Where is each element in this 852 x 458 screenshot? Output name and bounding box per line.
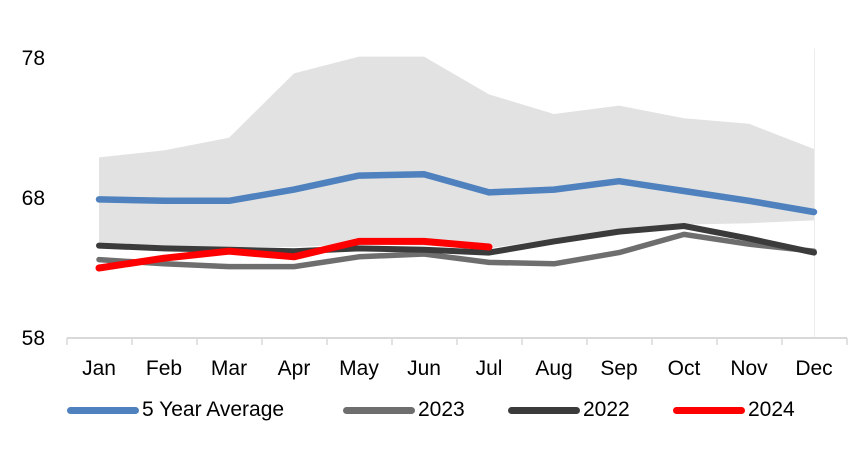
x-tick-label: May [339, 357, 379, 380]
x-tick-label: Jun [407, 357, 441, 380]
legend-swatch-5-year-average [67, 406, 139, 414]
legend-item-2022: 2022 [508, 398, 630, 422]
x-axis-labels: Jan Feb Mar Apr May Jun Jul Aug Sep Oct Nov Dec [82, 357, 833, 380]
x-tick-label: Dec [795, 357, 832, 380]
x-tick-label: Mar [211, 357, 247, 380]
y-tick-label: 58 [22, 327, 45, 350]
legend-label-2024: 2024 [748, 398, 795, 421]
five-year-range-band [99, 56, 814, 249]
legend-label-5-year-average: 5 Year Average [142, 398, 285, 421]
x-tick-label: Feb [146, 357, 182, 380]
x-tick-label: Apr [278, 357, 311, 380]
legend-swatch-2022 [508, 406, 580, 414]
x-tick-label: Nov [730, 357, 768, 380]
series-line-2023 [96, 231, 817, 270]
legend-item-5-year-average: 5 Year Average [67, 398, 284, 422]
legend-swatch-2023 [343, 406, 415, 414]
y-tick-label: 78 [22, 47, 45, 70]
x-tick-label: Aug [535, 357, 572, 380]
series-line-5-year-average [95, 170, 818, 216]
y-axis-labels: 78 68 58 [22, 47, 45, 350]
line-chart: 78 68 58 Jan Feb Mar Apr May Jun Jul Aug Sep Oct Nov D… [22, 47, 848, 380]
series-line-2024 [95, 237, 493, 272]
x-tick-label: Sep [600, 357, 637, 380]
y-tick-label: 68 [22, 187, 45, 210]
legend-label-2023: 2023 [418, 398, 465, 421]
legend-swatch-2024 [673, 406, 745, 414]
x-tick-label: Jul [476, 357, 503, 380]
legend-item-2024: 2024 [673, 398, 795, 422]
legend-label-2022: 2022 [583, 398, 630, 421]
legend-item-2023: 2023 [343, 398, 465, 422]
x-tick-label: Jan [82, 357, 116, 380]
x-tick-label: Oct [668, 357, 701, 380]
x-axis [66, 337, 848, 345]
